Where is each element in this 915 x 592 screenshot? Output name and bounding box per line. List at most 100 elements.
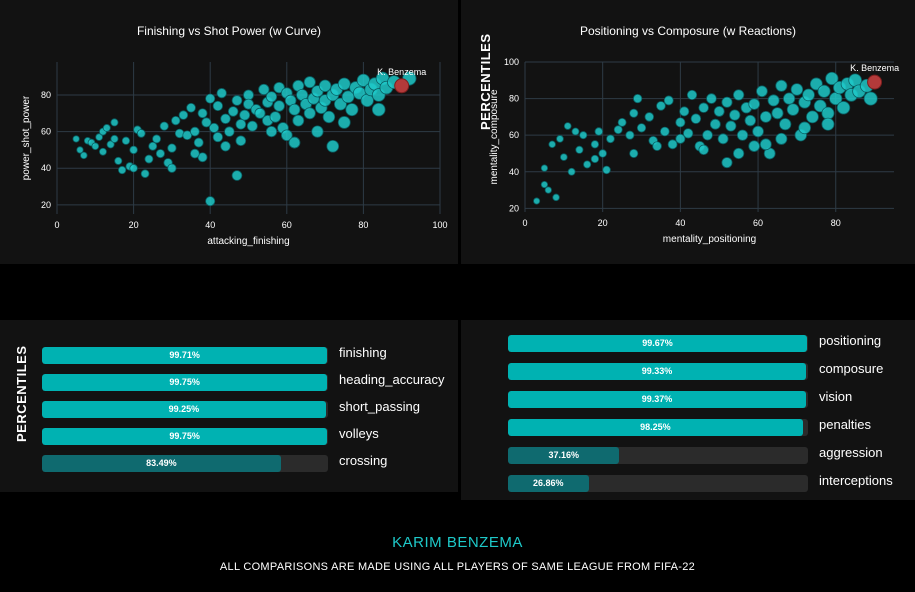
scatter-point[interactable] — [806, 110, 819, 124]
scatter-point[interactable] — [231, 95, 243, 106]
scatter-point[interactable] — [318, 79, 332, 93]
scatter-point[interactable] — [95, 133, 103, 141]
scatter-point[interactable] — [235, 118, 247, 130]
scatter-point[interactable] — [786, 103, 800, 116]
scatter-point[interactable] — [783, 92, 796, 105]
scatter-point[interactable] — [152, 134, 161, 144]
scatter-point[interactable] — [579, 131, 588, 140]
scatter-point[interactable] — [775, 132, 788, 145]
scatter-point[interactable] — [733, 89, 745, 101]
scatter-point[interactable] — [602, 165, 611, 175]
scatter-point[interactable] — [243, 98, 254, 110]
scatter-point[interactable] — [231, 170, 243, 181]
scatter-point[interactable] — [129, 145, 138, 155]
scatter-point[interactable] — [598, 149, 607, 158]
scatter-point[interactable] — [836, 101, 851, 115]
scatter-point[interactable] — [148, 141, 158, 151]
scatter-point[interactable] — [91, 142, 100, 151]
scatter-point[interactable] — [280, 129, 293, 142]
scatter-point[interactable] — [76, 146, 84, 154]
scatter-point[interactable] — [660, 126, 670, 137]
scatter-point[interactable] — [205, 93, 216, 104]
scatter-point[interactable] — [102, 124, 111, 132]
scatter-point[interactable] — [106, 140, 115, 149]
scatter-point[interactable] — [733, 147, 745, 160]
scatter-point[interactable] — [590, 154, 600, 164]
scatter-point[interactable] — [243, 89, 254, 101]
scatter-point[interactable] — [201, 117, 212, 128]
scatter-point[interactable] — [540, 164, 549, 172]
scatter-point[interactable] — [544, 186, 552, 194]
scatter-point[interactable] — [186, 102, 196, 113]
scatter-point[interactable] — [205, 196, 216, 207]
scatter-point[interactable] — [209, 122, 220, 133]
scatter-point[interactable] — [667, 139, 678, 150]
percentile-bar-composure[interactable]: 99.33% composure — [508, 361, 915, 380]
scatter-point[interactable] — [99, 147, 107, 156]
scatter-point[interactable] — [197, 108, 208, 119]
scatter-point[interactable] — [702, 129, 713, 141]
scatter-point[interactable] — [258, 83, 270, 96]
scatter-point[interactable] — [556, 135, 564, 143]
scatter-point[interactable] — [663, 95, 674, 106]
scatter-point[interactable] — [155, 149, 165, 159]
scatter-point[interactable] — [679, 106, 690, 117]
scatter-point[interactable] — [775, 79, 788, 92]
scatter-point[interactable] — [821, 117, 835, 131]
scatter-point[interactable] — [292, 114, 305, 127]
scatter-point[interactable] — [371, 102, 386, 117]
scatter-point[interactable] — [190, 148, 200, 159]
scatter-point[interactable] — [721, 157, 733, 169]
scatter-point[interactable] — [825, 71, 839, 86]
scatter-point[interactable] — [171, 116, 181, 126]
scatter-point[interactable] — [326, 139, 340, 153]
scatter-point[interactable] — [110, 134, 119, 143]
scatter-point[interactable] — [821, 106, 835, 120]
scatter-point[interactable] — [725, 120, 737, 132]
percentile-bar-finishing[interactable]: 99.71% finishing — [42, 345, 478, 364]
scatter-point[interactable] — [736, 129, 749, 141]
scatter-point[interactable] — [345, 103, 359, 117]
scatter-point[interactable] — [80, 151, 88, 160]
scatter-point[interactable] — [197, 152, 208, 163]
scatter-point[interactable] — [311, 125, 324, 138]
scatter-point[interactable] — [548, 140, 556, 149]
scatter-point[interactable] — [178, 110, 189, 120]
scatter-point[interactable] — [675, 133, 686, 144]
scatter-point[interactable] — [590, 140, 600, 149]
scatter-point[interactable] — [129, 164, 138, 173]
scatter-point[interactable] — [567, 167, 576, 176]
scatter-point[interactable] — [863, 91, 878, 106]
scatter-point[interactable] — [756, 85, 768, 98]
scatter-point[interactable] — [288, 103, 301, 116]
scatter-point[interactable] — [337, 77, 351, 91]
scatter-point[interactable] — [533, 197, 541, 205]
scatter-point[interactable] — [771, 107, 784, 120]
scatter-point[interactable] — [729, 109, 741, 121]
scatter-point[interactable] — [675, 117, 686, 128]
scatter-point[interactable] — [254, 107, 266, 119]
scatter-point[interactable] — [246, 120, 258, 132]
scatter-point[interactable] — [613, 125, 623, 135]
scatter-point[interactable] — [683, 128, 694, 139]
percentile-bar-volleys[interactable]: 99.75% volleys — [42, 426, 478, 445]
scatter-point[interactable] — [72, 135, 80, 143]
scatter-point[interactable] — [698, 144, 709, 156]
scatter-point[interactable] — [114, 156, 123, 165]
percentile-bar-positioning[interactable]: 99.67% positioning — [508, 333, 915, 352]
scatter-point[interactable] — [575, 145, 584, 154]
scatter-point[interactable] — [686, 89, 698, 101]
scatter-point[interactable] — [571, 127, 580, 136]
scatter-point[interactable] — [322, 110, 336, 124]
scatter-point[interactable] — [136, 129, 146, 138]
scatter-point[interactable] — [759, 138, 772, 151]
highlight-point[interactable] — [394, 78, 410, 94]
percentile-bar-crossing[interactable]: 83.49% crossing — [42, 453, 478, 472]
scatter-point[interactable] — [110, 118, 119, 127]
percentile-bar-heading_accuracy[interactable]: 99.75% heading_accuracy — [42, 372, 478, 391]
scatter-point[interactable] — [273, 100, 285, 112]
scatter-point[interactable] — [224, 126, 235, 137]
scatter-point[interactable] — [140, 169, 150, 179]
